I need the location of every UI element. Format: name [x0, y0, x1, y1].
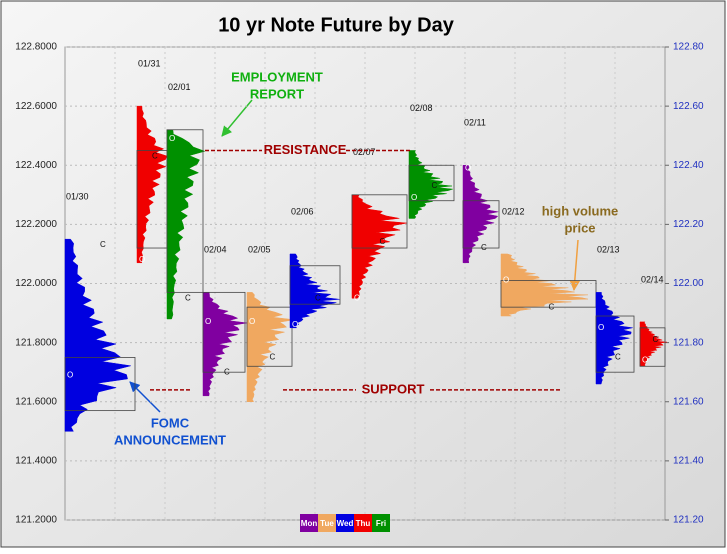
- legend-swatch: [336, 514, 354, 532]
- close-marker: C: [185, 293, 191, 302]
- value-area: [408, 164, 455, 202]
- y-tick-label: 122.0000: [15, 278, 57, 289]
- value-area: [639, 327, 666, 367]
- arrow: [569, 239, 580, 292]
- date-label: 02/08: [410, 103, 433, 113]
- open-marker: O: [411, 193, 417, 202]
- legend-label: Wed: [337, 519, 354, 528]
- y-tick-label: 122.8000: [15, 42, 57, 53]
- close-marker: C: [100, 240, 106, 249]
- value-area: [351, 194, 408, 249]
- annotation: EMPLOYMENT: [231, 69, 323, 84]
- y2-tick-label: 122.00: [673, 278, 704, 289]
- profile: [202, 292, 248, 397]
- date-label: 02/01: [168, 82, 191, 92]
- open-marker: O: [139, 255, 145, 264]
- legend-swatch: [354, 514, 372, 532]
- date-label: 02/04: [204, 245, 227, 255]
- legend-swatch: [372, 514, 390, 532]
- y2-tick-label: 121.80: [673, 337, 704, 348]
- date-label: 01/30: [66, 192, 89, 202]
- legend-label: Tue: [320, 519, 334, 528]
- date-label: 02/06: [291, 206, 314, 216]
- y2-tick-label: 121.20: [673, 515, 704, 526]
- open-marker: O: [205, 317, 211, 326]
- y2-tick-label: 122.20: [673, 219, 704, 230]
- close-marker: C: [481, 243, 487, 252]
- legend-label: Mon: [301, 519, 318, 528]
- profile: [462, 165, 499, 264]
- annotation: ANNOUNCEMENT: [114, 432, 226, 447]
- close-marker: C: [152, 151, 158, 160]
- close-marker: C: [380, 237, 386, 246]
- y-tick-label: 122.6000: [15, 101, 57, 112]
- value-area: [246, 306, 293, 367]
- level-label: SUPPORT: [362, 381, 425, 396]
- date-label: 02/05: [248, 245, 271, 255]
- chart-title: 10 yr Note Future by Day: [218, 14, 455, 36]
- y-tick-label: 121.4000: [15, 456, 57, 467]
- open-marker: O: [503, 276, 509, 285]
- close-marker: C: [549, 302, 555, 311]
- level-label: RESISTANCE: [264, 142, 347, 157]
- date-label: 02/13: [597, 245, 620, 255]
- open-marker: O: [465, 163, 471, 172]
- close-marker: C: [270, 353, 276, 362]
- legend-swatch: [318, 514, 336, 532]
- open-marker: O: [249, 317, 255, 326]
- value-area: [166, 129, 204, 293]
- date-label: 02/07: [353, 147, 376, 157]
- y2-tick-label: 121.40: [673, 456, 704, 467]
- legend-swatch: [300, 514, 318, 532]
- open-marker: O: [67, 370, 73, 379]
- profile: [408, 150, 453, 219]
- y-tick-label: 121.8000: [15, 337, 57, 348]
- annotation: FOMC: [151, 415, 190, 430]
- date-label: 01/31: [138, 59, 161, 69]
- y-tick-label: 122.4000: [15, 160, 57, 171]
- value-area: [595, 315, 635, 373]
- profile: [500, 253, 589, 317]
- y2-tick-label: 122.80: [673, 42, 704, 53]
- y-tick-label: 121.2000: [15, 515, 57, 526]
- profile: [246, 292, 295, 402]
- date-label: 02/11: [464, 118, 486, 128]
- date-label: 02/14: [641, 274, 664, 284]
- close-marker: C: [432, 181, 438, 190]
- value-area: [462, 200, 500, 249]
- annotation: REPORT: [250, 86, 304, 101]
- value-area: [202, 291, 246, 373]
- open-marker: O: [292, 320, 298, 329]
- open-marker: O: [169, 134, 175, 143]
- close-marker: C: [224, 367, 230, 376]
- y-tick-label: 121.6000: [15, 396, 57, 407]
- annotation: price: [564, 220, 595, 235]
- y2-tick-label: 121.60: [673, 396, 704, 407]
- legend-label: Fri: [376, 519, 386, 528]
- close-marker: C: [615, 353, 621, 362]
- y2-tick-label: 122.60: [673, 101, 704, 112]
- value-area: [289, 265, 341, 305]
- date-label: 02/12: [502, 206, 525, 216]
- open-marker: O: [354, 293, 360, 302]
- open-marker: O: [642, 355, 648, 364]
- open-marker: O: [598, 323, 604, 332]
- annotation: high volume: [542, 203, 619, 218]
- profile: [64, 238, 131, 432]
- profile: [136, 105, 168, 264]
- y-tick-label: 122.2000: [15, 219, 57, 230]
- y2-tick-label: 122.40: [673, 160, 704, 171]
- close-marker: C: [315, 293, 321, 302]
- profile: [639, 321, 667, 367]
- profile: [166, 129, 206, 320]
- value-area: [64, 357, 136, 412]
- legend-label: Thu: [356, 519, 371, 528]
- close-marker: C: [653, 335, 659, 344]
